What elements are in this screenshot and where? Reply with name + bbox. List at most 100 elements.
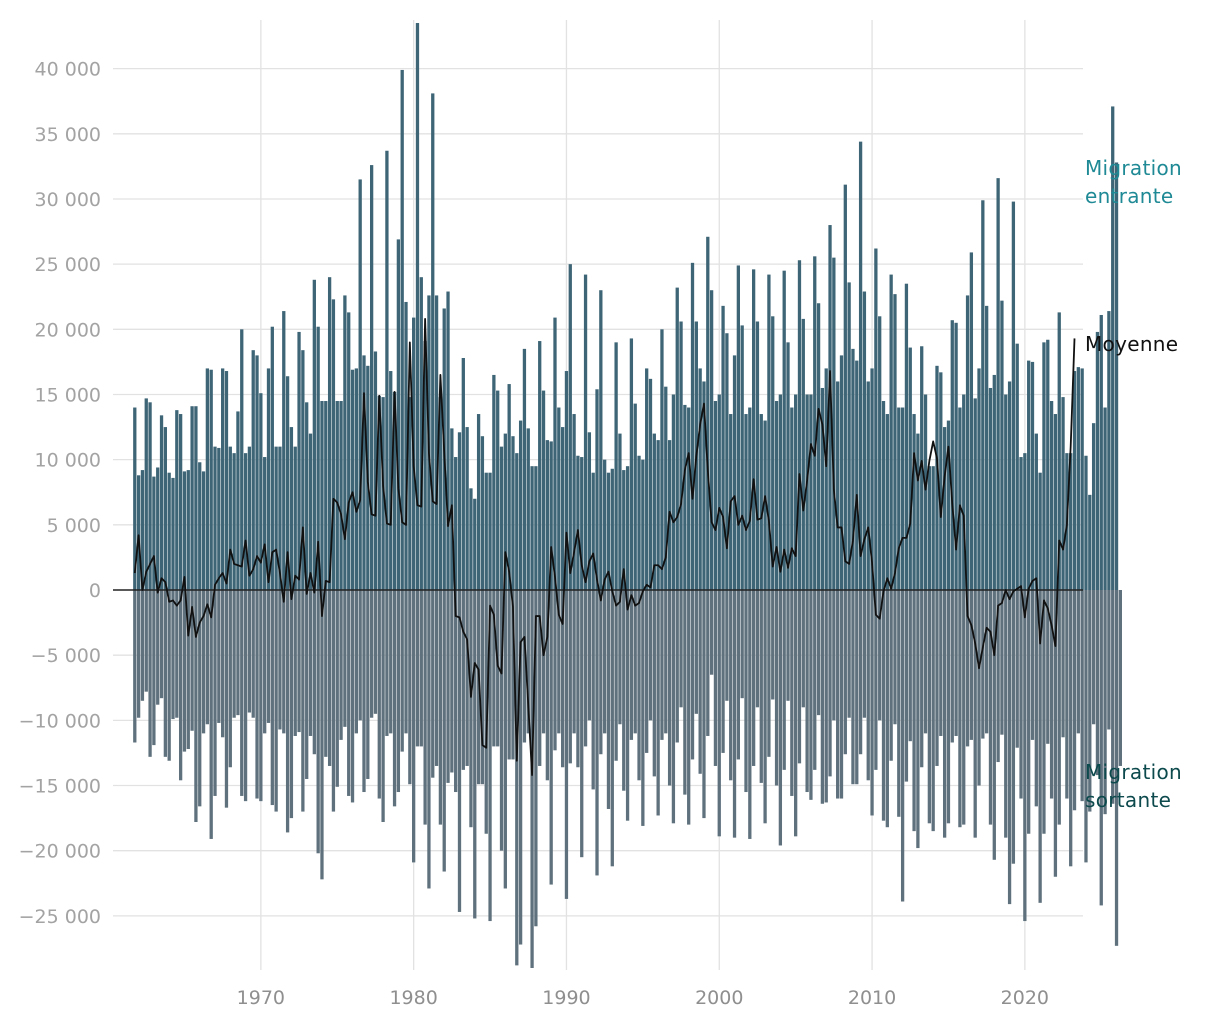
y-tick-label: 5 000 xyxy=(47,515,101,537)
outflow-bar xyxy=(507,590,511,760)
inflow-bar xyxy=(1049,401,1054,590)
outflow-bar xyxy=(496,590,500,747)
outflow-bar xyxy=(751,590,756,766)
inflow-bar xyxy=(1114,162,1119,591)
inflow-bar xyxy=(1007,381,1012,590)
inflow-bar xyxy=(457,432,462,590)
inflow-bar xyxy=(832,257,836,590)
inflow-bar xyxy=(736,265,740,590)
bars xyxy=(133,23,1122,968)
inflow-bar xyxy=(797,260,802,590)
inflow-bar xyxy=(293,446,297,590)
inflow-bar xyxy=(717,394,721,590)
inflow-bar xyxy=(1107,311,1111,590)
inflow-bar xyxy=(706,236,710,590)
inflow-bar xyxy=(828,225,832,591)
legend-average: Moyenne xyxy=(1085,330,1178,358)
inflow-bar xyxy=(289,427,294,590)
outflow-bar xyxy=(736,590,740,760)
inflow-bar xyxy=(885,414,889,590)
outflow-bar xyxy=(801,590,805,708)
inflow-bar xyxy=(373,351,378,590)
outflow-bar xyxy=(389,590,393,734)
outflow-bar xyxy=(331,590,336,812)
outflow-bar xyxy=(213,590,217,796)
inflow-bar xyxy=(358,179,362,590)
inflow-bar xyxy=(347,312,351,590)
inflow-bar xyxy=(1034,433,1038,590)
inflow-bar xyxy=(740,325,744,590)
y-tick-label: −20 000 xyxy=(19,841,101,863)
inflow-bar xyxy=(1080,368,1084,590)
outflow-bar xyxy=(878,590,882,721)
outflow-bar xyxy=(312,590,316,755)
inflow-bar xyxy=(408,397,412,590)
outflow-bar xyxy=(518,590,523,945)
outflow-bar xyxy=(186,590,190,750)
inflow-bar xyxy=(816,303,821,590)
outflow-bar xyxy=(178,590,183,781)
x-tick-label: 1970 xyxy=(237,987,285,1009)
inflow-bar xyxy=(702,381,706,590)
inflow-bar xyxy=(1099,314,1103,590)
outflow-bar xyxy=(767,590,771,757)
outflow-bar xyxy=(698,590,702,774)
outflow-bar xyxy=(778,590,783,846)
inflow-bar xyxy=(148,402,152,590)
x-tick-label: 1990 xyxy=(542,987,590,1009)
inflow-bar xyxy=(415,23,420,590)
outflow-bar xyxy=(1076,590,1080,734)
inflow-bar xyxy=(1030,361,1035,590)
inflow-bar xyxy=(159,415,164,590)
inflow-bar xyxy=(988,387,993,590)
inflow-bar xyxy=(1057,312,1061,590)
inflow-bar xyxy=(805,394,809,590)
inflow-bar xyxy=(599,290,603,590)
inflow-bar xyxy=(301,350,305,590)
outflow-bar xyxy=(431,590,435,778)
inflow-bar xyxy=(205,368,210,590)
outflow-bar xyxy=(618,590,622,725)
inflow-bar xyxy=(1111,106,1115,590)
inflow-bar xyxy=(1000,300,1004,590)
outflow-bar xyxy=(377,590,381,799)
x-tick-label: 2010 xyxy=(848,987,896,1009)
outflow-bar xyxy=(996,590,1000,763)
outflow-bar xyxy=(900,590,905,902)
outflow-bar xyxy=(1107,590,1111,730)
outflow-bar xyxy=(343,590,347,727)
inflow-bar xyxy=(916,433,920,590)
outflow-bar xyxy=(144,590,148,692)
inflow-bar xyxy=(136,475,141,590)
y-tick-label: −10 000 xyxy=(19,710,101,732)
outflow-bar xyxy=(182,590,187,752)
inflow-bar xyxy=(232,453,236,590)
outflow-bar xyxy=(786,590,790,701)
outflow-bar xyxy=(572,590,576,734)
outflow-bar xyxy=(920,590,924,768)
outflow-bar xyxy=(1072,590,1077,811)
outflow-bar xyxy=(820,590,825,804)
inflow-bar xyxy=(1004,394,1008,590)
inflow-bar xyxy=(201,471,206,590)
legend-outflow-line2: sortante xyxy=(1085,788,1172,812)
inflow-bar xyxy=(488,472,492,590)
inflow-bar xyxy=(324,401,328,590)
inflow-bar xyxy=(671,394,676,590)
inflow-bar xyxy=(878,316,882,590)
outflow-bar xyxy=(1069,590,1073,867)
y-tick-label: 20 000 xyxy=(35,319,101,341)
outflow-bar xyxy=(732,590,737,838)
outflow-bar xyxy=(839,590,844,799)
inflow-bar xyxy=(454,457,458,590)
outflow-bar xyxy=(977,590,981,786)
outflow-bar xyxy=(259,590,263,802)
outflow-bar xyxy=(1091,590,1096,725)
inflow-bar xyxy=(652,433,656,590)
inflow-bar xyxy=(503,433,507,590)
outflow-bar xyxy=(404,590,408,734)
inflow-bar xyxy=(874,248,878,590)
outflow-bar xyxy=(473,590,477,919)
inflow-bar xyxy=(431,93,435,591)
outflow-bar xyxy=(664,590,668,734)
